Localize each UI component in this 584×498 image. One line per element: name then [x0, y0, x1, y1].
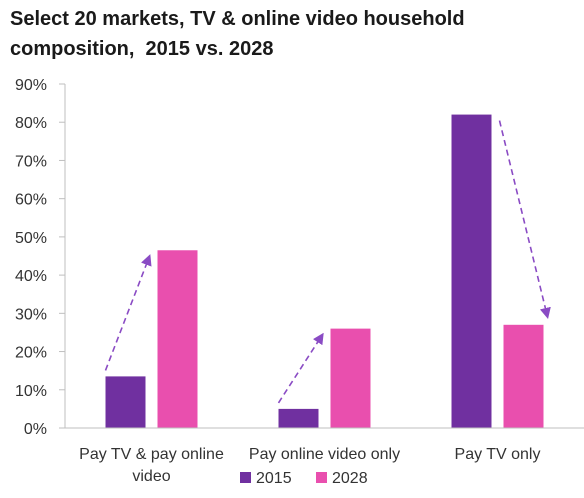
bars — [105, 114, 544, 429]
chart-title-line-1: Select 20 markets, TV & online video hou… — [10, 8, 465, 30]
bar-2028-2 — [503, 324, 544, 428]
chart-title-line-2: composition, 2015 vs. 2028 — [10, 38, 274, 60]
trend-arrow-2 — [498, 120, 551, 319]
y-axis: 0% 10% 20% 30% 40% 50% 60% 70% 80% 90% — [15, 77, 66, 438]
bar-2015-2 — [451, 114, 492, 429]
x-category-label: Pay online video only — [249, 446, 400, 463]
legend: 2015 2028 — [240, 470, 368, 487]
trend-arrows — [104, 120, 551, 404]
y-tick-label: 60% — [15, 192, 47, 209]
legend-swatch-2015 — [240, 472, 251, 483]
x-axis: Pay TV & pay online video Pay online video… — [65, 427, 584, 485]
y-tick-label: 90% — [15, 77, 47, 94]
bar-2028-0 — [157, 250, 198, 428]
y-tick-label: 80% — [15, 115, 47, 132]
x-category-label: video — [132, 468, 170, 485]
x-category-label: Pay TV & pay online — [79, 446, 224, 463]
y-tick-label: 0% — [24, 421, 47, 438]
y-tick-label: 50% — [15, 230, 47, 247]
y-tick-label: 30% — [15, 306, 47, 323]
bar-2015-1 — [278, 408, 319, 428]
legend-swatch-2028 — [316, 472, 327, 483]
x-category-label: Pay TV only — [455, 446, 541, 463]
bar-2028-1 — [330, 328, 371, 428]
chart-title: Select 20 markets, TV & online video hou… — [10, 4, 570, 64]
trend-arrow-1 — [277, 332, 324, 404]
y-tick-label: 10% — [15, 383, 47, 400]
legend-label-2015: 2015 — [256, 470, 292, 487]
legend-label-2028: 2028 — [332, 470, 368, 487]
y-tick-label: 40% — [15, 268, 47, 285]
trend-arrow-0 — [104, 254, 152, 371]
bar-2015-0 — [105, 376, 146, 428]
y-tick-label: 70% — [15, 153, 47, 170]
y-tick-label: 20% — [15, 345, 47, 362]
